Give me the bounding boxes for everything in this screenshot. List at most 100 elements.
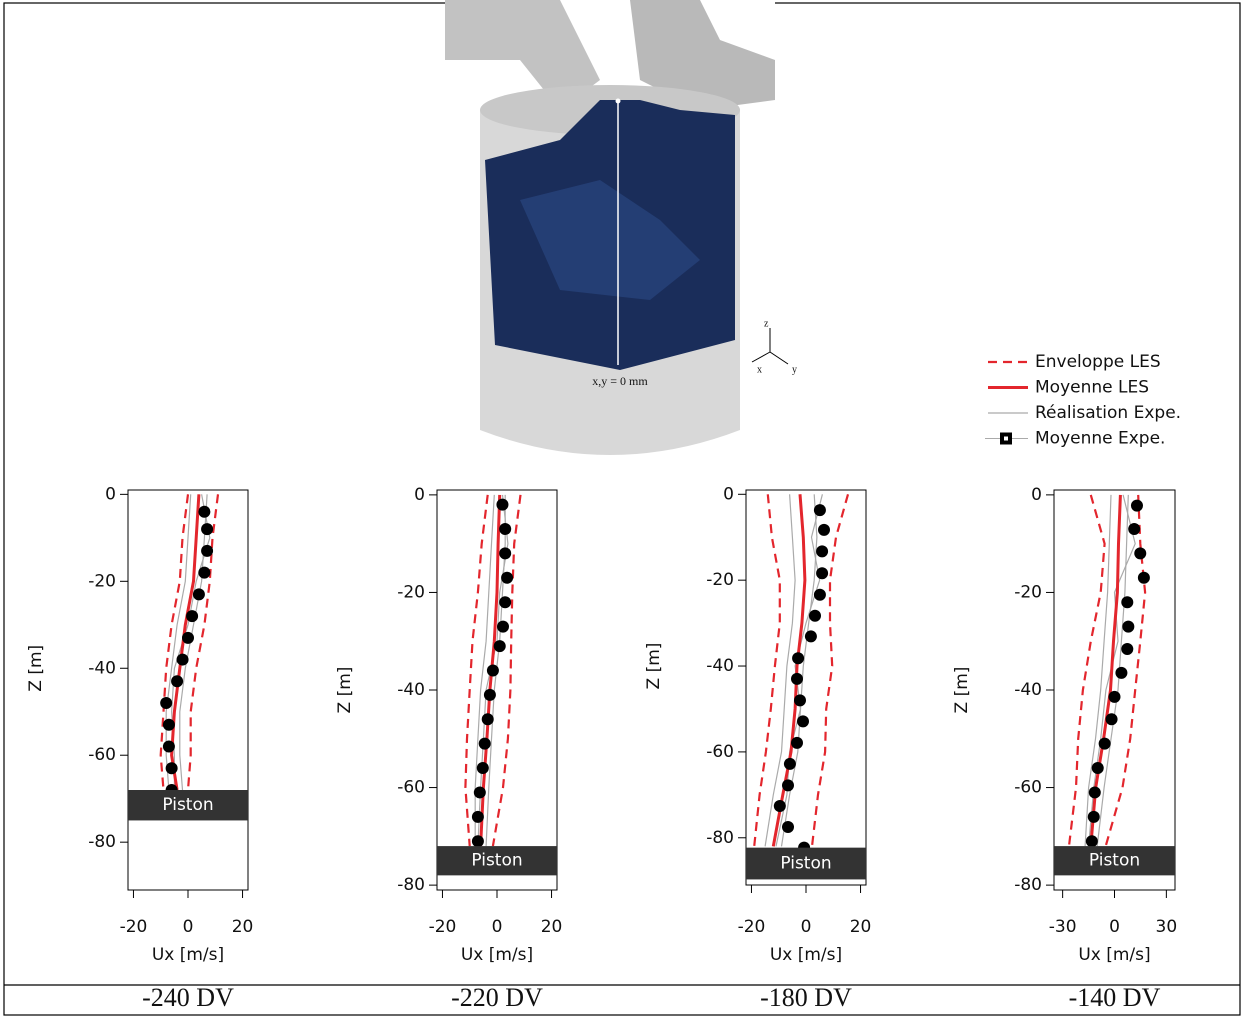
velocity-plane-texture	[520, 180, 700, 300]
expe-point	[1130, 499, 1143, 512]
expe-point	[496, 498, 509, 511]
y-axis-label: Z [m]	[952, 667, 972, 714]
expe-point	[499, 547, 512, 560]
expe-point	[791, 672, 803, 685]
caption: -240 DV	[142, 983, 234, 1012]
x-axis-label: Ux [m/s]	[152, 945, 224, 965]
y-tick-label: -40	[397, 680, 425, 700]
realisation-line	[1096, 494, 1129, 847]
y-axis-label: Z [m]	[644, 643, 664, 690]
y-tick-label: -60	[397, 778, 425, 798]
y-tick-label: -60	[88, 745, 116, 765]
x-axis-label: Ux [m/s]	[770, 945, 842, 965]
expe-point	[792, 652, 805, 665]
y-tick-label: -20	[397, 582, 425, 602]
realisation-line	[179, 494, 208, 791]
plot-area	[1053, 489, 1176, 891]
realisation-line	[1084, 494, 1112, 847]
expe-point	[160, 697, 173, 710]
envelope-line	[753, 494, 781, 847]
expe-point	[192, 588, 205, 601]
legend-swatch	[1004, 436, 1008, 441]
expe-point	[176, 653, 189, 666]
expe-point	[499, 596, 512, 609]
piston	[437, 846, 557, 876]
expe-point	[471, 810, 484, 823]
expe-point	[201, 523, 214, 536]
x-tick-label: 0	[1109, 917, 1120, 937]
y-tick-label: -80	[1014, 875, 1042, 895]
realisation-line	[780, 494, 818, 847]
valve	[445, 0, 600, 110]
x-tick-label: 0	[183, 917, 194, 937]
x-tick-label: 20	[232, 917, 254, 937]
y-tick-label: -60	[706, 742, 734, 762]
y-tick-label: 0	[414, 485, 425, 505]
expe-point	[1105, 713, 1118, 726]
piston-label: Piston	[471, 851, 522, 871]
legend-label: Moyenne LES	[1035, 378, 1149, 398]
piston	[1054, 846, 1175, 876]
axis-y	[769, 351, 789, 365]
expe-point	[1137, 571, 1150, 584]
x-tick-label: 20	[850, 917, 872, 937]
caption: -220 DV	[451, 983, 543, 1012]
x-tick-label: 20	[541, 917, 563, 937]
expe-point	[1121, 643, 1134, 656]
piston-label: Piston	[1089, 851, 1140, 871]
expe-point	[483, 688, 496, 701]
expe-point	[478, 737, 491, 750]
expe-point	[497, 620, 509, 633]
y-tick-label: 0	[1031, 485, 1042, 505]
expe-point	[1128, 523, 1141, 536]
y-tick-label: -40	[1014, 680, 1042, 700]
x-tick-label: -20	[120, 917, 148, 937]
expe-point	[481, 713, 494, 726]
caption: -140 DV	[1069, 983, 1161, 1012]
expe-point	[1115, 666, 1128, 679]
expe-point	[198, 505, 211, 518]
expe-point	[1122, 620, 1135, 633]
axis-x	[751, 351, 771, 363]
envelope-line	[810, 494, 850, 847]
realisation-line	[474, 494, 495, 847]
x-axis-label: Ux [m/s]	[461, 945, 533, 965]
expe-point	[1088, 786, 1101, 799]
expe-point	[493, 640, 506, 653]
y-tick-label: -80	[706, 828, 734, 848]
les-mean-line	[1089, 494, 1122, 847]
envelope-line	[491, 494, 522, 847]
expe-point	[1091, 762, 1104, 775]
axis-letter: z	[764, 318, 769, 329]
expe-point	[1134, 547, 1147, 560]
profile-chart: 0 -20 -40 -60 -80 -20 0 20 Ux [m/s] Z [m] -180 DV P…	[644, 484, 871, 1012]
y-tick-label: 0	[723, 484, 734, 504]
engine-render: x,y = 0 mm z x y	[445, 0, 797, 470]
expe-point	[809, 609, 821, 622]
y-tick-label: -80	[88, 832, 116, 852]
expe-point	[791, 736, 803, 749]
expe-point	[816, 567, 829, 580]
probe-point	[615, 98, 621, 104]
x-tick-label: -20	[738, 917, 766, 937]
profile-chart: 0 -20 -40 -60 -80 -20 0 20 Ux [m/s] Z [m] -240 DV P…	[26, 484, 253, 1012]
x-tick-label: -30	[1049, 917, 1077, 937]
envelope-line	[464, 494, 489, 847]
legend-label: Moyenne Expe.	[1035, 429, 1165, 449]
expe-point	[1121, 596, 1134, 609]
axis-letter: y	[792, 364, 797, 375]
expe-point	[499, 523, 512, 536]
expe-point	[171, 675, 184, 688]
piston	[746, 847, 866, 880]
expe-point	[818, 523, 830, 536]
y-axis-label: Z [m]	[26, 645, 46, 692]
realisation-line	[764, 494, 796, 847]
x-tick-label: 30	[1156, 917, 1178, 937]
expe-point	[813, 588, 826, 601]
expe-point	[165, 762, 178, 775]
y-tick-label: -40	[88, 658, 116, 678]
expe-point	[1098, 737, 1111, 750]
y-axis-label: Z [m]	[335, 667, 355, 714]
expe-point	[186, 610, 199, 623]
